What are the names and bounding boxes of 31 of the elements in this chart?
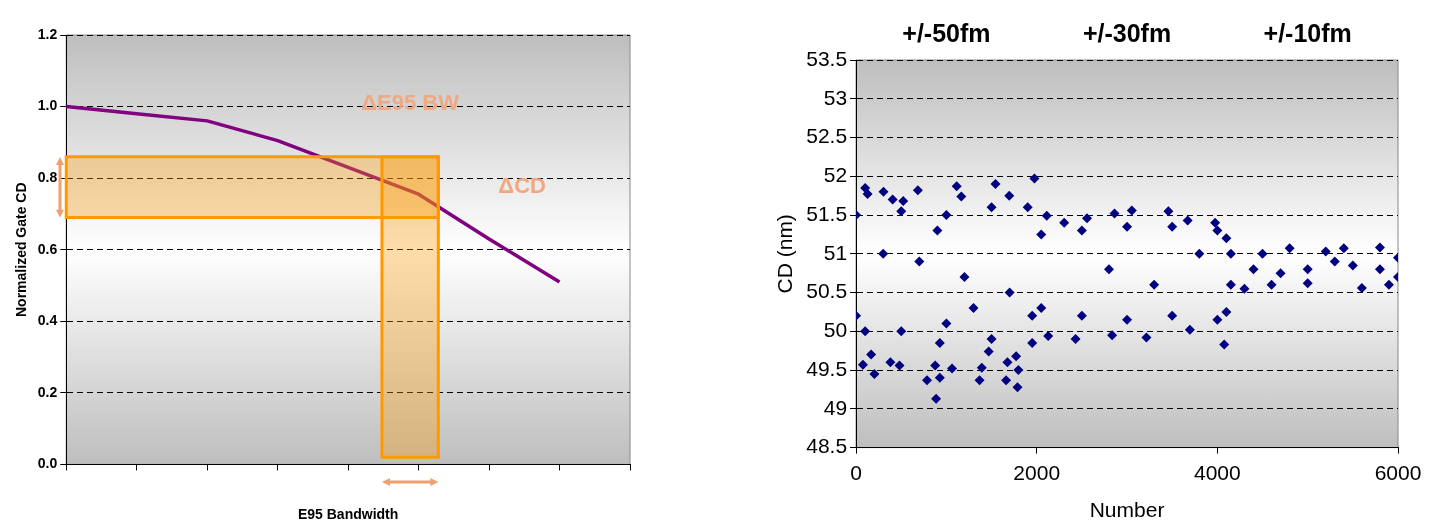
y-axis-title: Normalized Gate CD [13,182,30,317]
text: +/-50fm [902,18,991,47]
y-tick-label: 48.5 [806,434,848,458]
y-tick-label: 49 [823,395,848,419]
text: +/-30fm [1082,18,1172,47]
x-tick-label: 0 [850,461,862,484]
text: +/-10fm [1263,18,1352,47]
y-tick-label: 51.5 [806,201,848,225]
y-tick-label: 52 [823,163,848,187]
y-tick-label: 49.5 [806,356,848,380]
y-tick-label: 53.5 [806,46,848,70]
x-axis-title: Number [1089,498,1165,522]
y-tick-label: 0.8 [37,168,58,185]
y-tick-label: 1.2 [37,25,58,42]
x-tick-label: 2000 [1013,461,1061,484]
y-tick-label: 1.0 [37,97,58,114]
x-tick-label: 4000 [1194,461,1241,484]
y-tick-label: 0.0 [37,455,58,472]
y-tick-label: 50.5 [806,279,848,303]
y-tick-label: 53 [823,85,848,109]
y-tick-label: 51 [823,240,848,264]
y-tick-label: 0.4 [37,312,58,329]
y-tick-label: 0.2 [37,383,58,400]
y-tick-label: 52.5 [806,124,848,148]
band-label: ΔCD [498,173,546,199]
x-axis-title: E95 Bandwidth [297,506,399,523]
y-axis-title: CD (nm) [773,214,797,294]
y-tick-label: 0.6 [37,240,58,257]
annotation: ΔE95 BW [361,89,460,115]
y-tick-label: 50 [823,318,848,342]
x-tick-label: 6000 [1374,461,1422,484]
